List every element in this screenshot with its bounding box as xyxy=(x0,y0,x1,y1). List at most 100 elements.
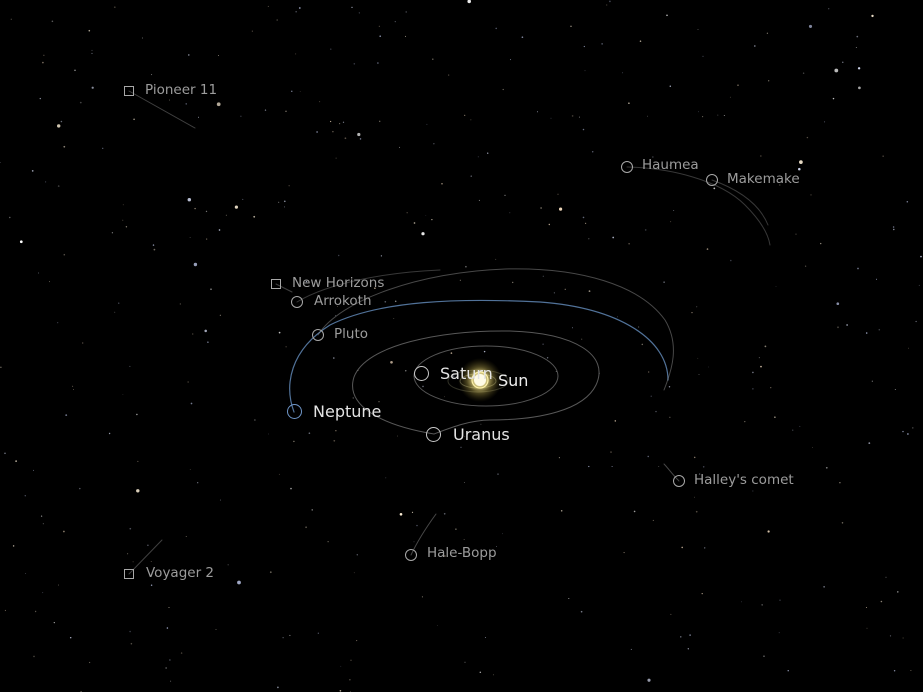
star xyxy=(433,143,435,145)
star xyxy=(190,402,193,405)
star xyxy=(691,312,693,314)
star xyxy=(332,130,334,133)
star xyxy=(882,155,884,157)
star xyxy=(436,625,438,627)
star xyxy=(460,446,462,448)
neptune-label[interactable]: Neptune xyxy=(313,402,382,421)
star xyxy=(277,686,279,689)
star xyxy=(889,635,892,637)
star xyxy=(583,45,585,48)
star xyxy=(399,146,401,148)
halley-marker-icon[interactable] xyxy=(673,475,685,487)
star xyxy=(170,680,172,682)
star xyxy=(187,197,192,202)
star xyxy=(568,597,570,600)
star xyxy=(832,97,835,100)
star xyxy=(502,533,503,535)
star xyxy=(741,601,742,603)
star xyxy=(760,155,762,157)
star xyxy=(264,109,267,111)
newhorizons-marker-icon[interactable] xyxy=(271,279,281,289)
star xyxy=(459,279,461,281)
star xyxy=(647,455,649,458)
star xyxy=(335,157,337,159)
star xyxy=(0,161,1,163)
star xyxy=(868,442,871,444)
star xyxy=(218,229,221,231)
makemake-label[interactable]: Makemake xyxy=(727,171,800,187)
pluto-marker-icon[interactable] xyxy=(312,329,324,341)
star xyxy=(394,300,397,303)
neptune-marker-icon[interactable] xyxy=(287,404,302,419)
star xyxy=(353,63,356,65)
star xyxy=(480,423,482,425)
star xyxy=(118,302,120,304)
pluto-label[interactable]: Pluto xyxy=(334,326,369,342)
star xyxy=(906,200,909,203)
star xyxy=(693,456,696,459)
star xyxy=(276,19,278,21)
star xyxy=(902,637,904,639)
newhorizons-label[interactable]: New Horizons xyxy=(292,275,385,291)
star xyxy=(666,14,668,17)
star xyxy=(753,45,756,47)
halebopp-marker-icon[interactable] xyxy=(405,549,417,561)
star xyxy=(278,331,281,334)
star xyxy=(752,388,754,390)
star xyxy=(91,52,93,54)
star xyxy=(344,137,347,140)
newhorizons-trajectory xyxy=(275,283,293,293)
star xyxy=(242,198,244,200)
star xyxy=(253,215,256,218)
haumea-marker-icon[interactable] xyxy=(621,161,633,173)
star xyxy=(623,552,625,554)
uranus-marker-icon[interactable] xyxy=(426,427,441,442)
star xyxy=(708,366,710,368)
star xyxy=(681,546,684,549)
star xyxy=(290,487,292,490)
star xyxy=(641,343,644,346)
star xyxy=(336,306,338,308)
star xyxy=(540,207,542,209)
star xyxy=(136,413,138,416)
haumea-label[interactable]: Haumea xyxy=(642,157,699,173)
star xyxy=(644,229,647,231)
star xyxy=(828,8,830,10)
saturn-label[interactable]: Saturn xyxy=(440,364,493,383)
makemake-marker-icon[interactable] xyxy=(706,174,718,186)
star xyxy=(298,7,301,9)
voyager2-label[interactable]: Voyager 2 xyxy=(146,565,215,581)
saturn-marker-icon[interactable] xyxy=(414,366,429,381)
star xyxy=(612,236,615,239)
sun-icon[interactable] xyxy=(458,358,502,402)
star xyxy=(907,433,909,435)
voyager2-marker-icon[interactable] xyxy=(124,569,134,579)
haumea-orbit xyxy=(626,166,771,246)
star xyxy=(792,429,794,431)
halley-label[interactable]: Halley's comet xyxy=(694,472,794,488)
star xyxy=(227,564,229,566)
star xyxy=(902,430,904,433)
star xyxy=(129,630,131,633)
star xyxy=(571,115,574,117)
arrokoth-marker-icon[interactable] xyxy=(291,296,303,308)
star xyxy=(766,32,769,34)
star xyxy=(88,29,91,32)
star xyxy=(185,535,187,537)
pioneer11-label[interactable]: Pioneer 11 xyxy=(145,82,218,98)
pioneer11-marker-icon[interactable] xyxy=(124,86,134,96)
star xyxy=(487,152,489,154)
star xyxy=(332,357,335,359)
sun-label[interactable]: Sun xyxy=(498,371,529,390)
star xyxy=(846,324,848,326)
halebopp-label[interactable]: Hale-Bopp xyxy=(427,545,497,561)
star xyxy=(584,70,586,72)
star xyxy=(189,469,191,470)
star xyxy=(696,306,698,308)
uranus-label[interactable]: Uranus xyxy=(453,425,510,444)
arrokoth-label[interactable]: Arrokoth xyxy=(314,293,372,309)
star xyxy=(511,281,514,284)
star xyxy=(839,481,841,484)
